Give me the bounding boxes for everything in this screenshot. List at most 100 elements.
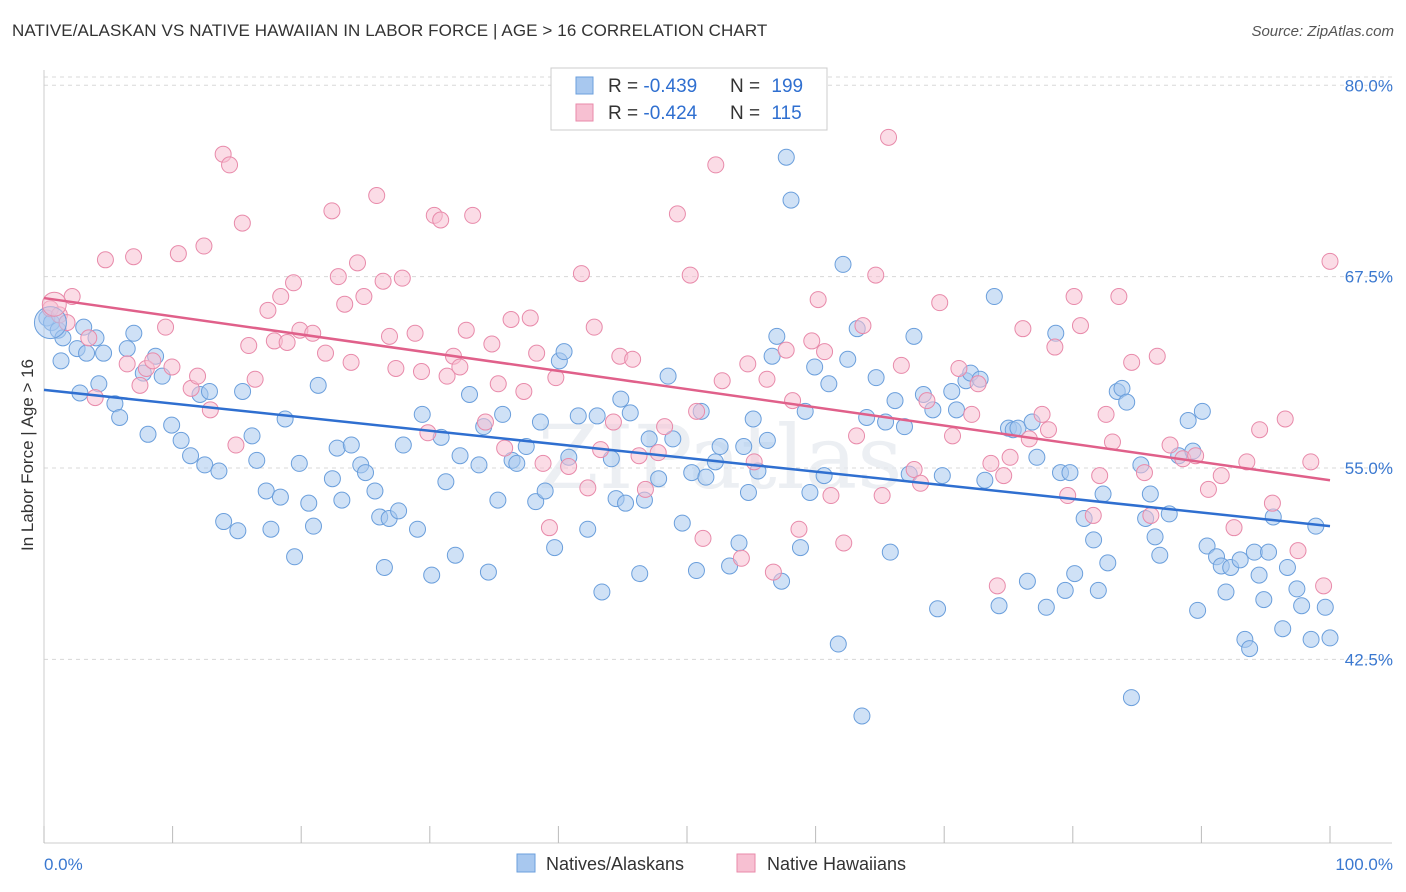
native-alaskan-point-146 bbox=[1028, 448, 1046, 466]
native-alaskan-point-140 bbox=[990, 597, 1008, 615]
native-hawaiian-point-78 bbox=[681, 266, 699, 284]
native-alaskan-point-192 bbox=[1316, 598, 1334, 616]
native-hawaiian-point-81 bbox=[707, 156, 725, 174]
native-alaskan-point-152 bbox=[1066, 565, 1084, 583]
native-alaskan-point-108 bbox=[777, 148, 795, 166]
native-hawaiian-point-70 bbox=[604, 413, 622, 431]
trend-lines bbox=[43, 296, 1331, 528]
native-hawaiian-point-100 bbox=[880, 128, 898, 146]
native-hawaiian-point-109 bbox=[969, 375, 987, 393]
native-alaskan-point-173 bbox=[1198, 537, 1216, 555]
native-hawaiian-point-17 bbox=[195, 237, 213, 255]
native-hawaiian-point-67 bbox=[579, 479, 597, 497]
native-alaskan-point-34 bbox=[271, 488, 289, 506]
native-hawaiian-point-124 bbox=[1097, 405, 1115, 423]
native-hawaiian-point-106 bbox=[944, 427, 962, 445]
native-alaskan-point-76 bbox=[569, 407, 587, 425]
legend-bottom-label-natives: Natives/Alaskans bbox=[546, 854, 684, 874]
native-hawaiian-point-18 bbox=[201, 401, 219, 419]
native-alaskan-point-171 bbox=[1189, 601, 1207, 619]
native-alaskan-point-65 bbox=[494, 405, 512, 423]
native-alaskan-point-85 bbox=[631, 565, 649, 583]
native-alaskan-point-52 bbox=[394, 436, 412, 454]
native-alaskan-point-21 bbox=[172, 431, 190, 449]
native-hawaiian-point-36 bbox=[342, 353, 360, 371]
native-alaskan-point-182 bbox=[1250, 566, 1268, 584]
native-hawaiian-point-82 bbox=[713, 372, 731, 390]
native-hawaiian-point-42 bbox=[387, 359, 405, 377]
legend-r-value-1: -0.439 bbox=[643, 76, 697, 97]
native-hawaiian-point-35 bbox=[336, 295, 354, 313]
native-alaskan-point-71 bbox=[536, 482, 554, 500]
native-hawaiian-point-77 bbox=[668, 205, 686, 223]
native-hawaiian-point-51 bbox=[451, 358, 469, 376]
native-alaskan-point-38 bbox=[300, 494, 318, 512]
native-alaskan-point-118 bbox=[839, 350, 857, 368]
native-alaskan-point-155 bbox=[1089, 581, 1107, 599]
native-alaskan-point-64 bbox=[489, 491, 507, 509]
native-alaskan-point-166 bbox=[1151, 546, 1169, 564]
native-hawaiian-point-99 bbox=[873, 487, 891, 505]
native-hawaiian-point-4 bbox=[80, 329, 98, 347]
native-alaskan-point-144 bbox=[1018, 572, 1036, 590]
native-hawaiian-point-108 bbox=[963, 405, 981, 423]
axes bbox=[43, 70, 1392, 844]
native-hawaiian-point-72 bbox=[624, 350, 642, 368]
native-alaskan-point-78 bbox=[588, 407, 606, 425]
legend-swatch-pink bbox=[575, 103, 594, 122]
native-hawaiian-point-61 bbox=[528, 344, 546, 362]
native-alaskan-point-98 bbox=[721, 557, 739, 575]
native-hawaiian-point-140 bbox=[1276, 410, 1294, 428]
svg-text:N = 115: N = 115 bbox=[730, 103, 802, 124]
native-alaskan-point-55 bbox=[423, 566, 441, 584]
native-hawaiian-point-126 bbox=[1110, 288, 1128, 306]
native-hawaiian-point-9 bbox=[131, 376, 149, 394]
native-alaskan-point-97 bbox=[711, 438, 729, 456]
native-hawaiian-point-144 bbox=[1321, 252, 1339, 270]
native-hawaiian-point-119 bbox=[1059, 487, 1077, 505]
native-hawaiian-point-101 bbox=[892, 356, 910, 374]
native-hawaiian-point-87 bbox=[764, 563, 782, 581]
x-tick-labels: 0.0% 100.0% bbox=[44, 855, 1393, 874]
native-hawaiian-point-129 bbox=[1142, 506, 1160, 524]
source-label: Source: ZipAtlas.com bbox=[1251, 23, 1394, 40]
native-hawaiian-point-12 bbox=[157, 318, 175, 336]
native-hawaiian-point-34 bbox=[329, 268, 347, 286]
native-alaskan-point-186 bbox=[1274, 620, 1292, 638]
native-hawaiian-point-60 bbox=[521, 309, 539, 327]
native-alaskan-point-124 bbox=[881, 543, 899, 561]
native-alaskan-point-116 bbox=[829, 635, 847, 653]
native-hawaiian-point-123 bbox=[1091, 467, 1109, 485]
svg-text:R = -0.424: R = -0.424 bbox=[608, 103, 698, 124]
native-alaskan-point-29 bbox=[234, 382, 252, 400]
native-alaskan-point-95 bbox=[697, 468, 715, 486]
native-alaskan-point-183 bbox=[1255, 591, 1273, 609]
legend-n-label-2: N = bbox=[730, 103, 765, 124]
native-hawaiian-point-68 bbox=[585, 318, 603, 336]
native-hawaiian-point-39 bbox=[368, 187, 386, 205]
native-alaskan-point-126 bbox=[895, 418, 913, 436]
native-hawaiian-point-22 bbox=[233, 214, 251, 232]
native-alaskan-point-161 bbox=[1122, 689, 1140, 707]
native-hawaiian-point-73 bbox=[630, 447, 648, 465]
legend-n-value-1: 199 bbox=[771, 76, 803, 97]
native-alaskan-point-44 bbox=[342, 436, 360, 454]
native-alaskan-point-150 bbox=[1056, 581, 1074, 599]
native-alaskan-point-187 bbox=[1278, 558, 1296, 576]
native-hawaiian-point-63 bbox=[540, 519, 558, 537]
native-hawaiian-point-105 bbox=[931, 294, 949, 312]
native-hawaiian-point-121 bbox=[1071, 317, 1089, 335]
native-hawaiian-point-33 bbox=[323, 202, 341, 220]
native-hawaiian-point-96 bbox=[848, 427, 866, 445]
native-alaskan-point-72 bbox=[546, 539, 564, 557]
legend-n-label-1: N = bbox=[730, 76, 765, 97]
native-alaskan-point-131 bbox=[929, 600, 947, 618]
native-alaskan-point-99 bbox=[730, 534, 748, 552]
native-hawaiian-point-88 bbox=[777, 341, 795, 359]
native-alaskan-point-122 bbox=[867, 369, 885, 387]
native-hawaiian-point-56 bbox=[489, 375, 507, 393]
native-alaskan-point-105 bbox=[763, 347, 781, 365]
native-hawaiian-point-75 bbox=[649, 444, 667, 462]
native-hawaiian-point-65 bbox=[560, 457, 578, 475]
native-alaskan-point-112 bbox=[801, 483, 819, 501]
